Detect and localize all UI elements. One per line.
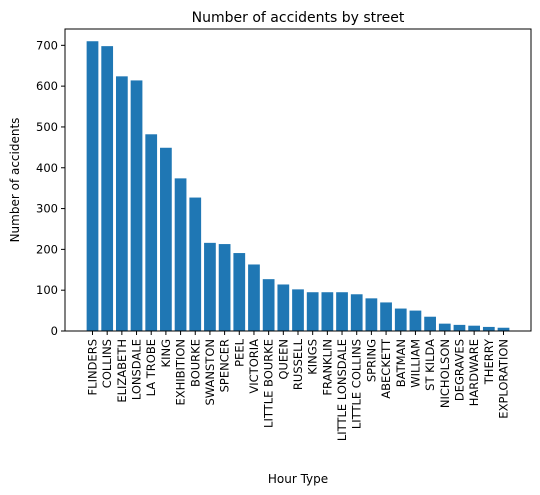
bar-little-collins [350, 294, 363, 331]
x-tick-label: LITTLE LONSDALE [335, 339, 349, 441]
y-tick-label: 100 [36, 283, 58, 297]
x-tick-label: KING [159, 339, 173, 367]
y-tick-label: 0 [51, 324, 58, 338]
x-tick-label: SWANSTON [203, 339, 217, 406]
bar-collins [101, 46, 114, 331]
x-tick-label: PEEL [232, 338, 246, 366]
x-tick-label: RUSSELL [291, 338, 305, 390]
x-tick-label: SPENCER [218, 339, 232, 392]
bar-therry [482, 326, 495, 331]
bar-spring [365, 298, 378, 331]
plot-frame [64, 28, 532, 332]
x-tick-label: ELIZABETH [115, 339, 129, 403]
bar-little-bourke [262, 279, 275, 331]
bar-la-trobe [145, 134, 158, 331]
x-tick-label: COLLINS [100, 339, 114, 388]
x-axis: FLINDERS COLLINS ELIZABETH LONSDALE LA TROBE… [86, 331, 511, 441]
bar-nicholson [438, 323, 451, 331]
y-axis-label: Number of accidents [8, 118, 22, 243]
bar-william [409, 310, 422, 331]
bar-russell [292, 289, 304, 331]
bar-abeckett [380, 302, 392, 331]
x-tick-label: BATMAN [394, 339, 408, 387]
x-tick-label: LONSDALE [130, 339, 144, 400]
y-tick-label: 700 [36, 38, 58, 52]
bar-bourke [189, 197, 202, 331]
bar-hardware [468, 325, 481, 331]
y-tick-label: 600 [36, 79, 58, 93]
bar-king [160, 147, 172, 331]
bars-group [86, 41, 510, 332]
x-tick-label: NICHOLSON [438, 339, 452, 408]
bar-victoria [248, 264, 260, 331]
bar-flinders [86, 41, 99, 332]
x-tick-label: LITTLE BOURKE [262, 339, 276, 428]
x-tick-label: FRANKLIN [320, 339, 334, 396]
bar-elizabeth [115, 76, 128, 331]
x-tick-label: HARDWARE [467, 339, 481, 406]
x-tick-label: VICTORIA [247, 339, 261, 394]
y-tick-label: 200 [36, 242, 58, 256]
bar-exploration [497, 327, 510, 331]
x-tick-label: EXPLORATION [497, 339, 511, 419]
y-axis: 0 100 200 300 400 500 600 700 [36, 38, 65, 338]
x-tick-label: LITTLE COLLINS [350, 339, 364, 429]
chart-title: Number of accidents by street [192, 10, 405, 26]
bar-st-kilda [424, 316, 436, 331]
x-tick-label: BOURKE [188, 339, 202, 387]
bar-spencer [218, 244, 231, 331]
x-tick-label: EXHIBITION [174, 339, 188, 406]
x-tick-label: DEGRAVES [452, 339, 466, 401]
bar-peel [233, 253, 246, 331]
bar-swanston [204, 242, 216, 331]
bar-batman [394, 308, 407, 331]
bar-kings [306, 292, 319, 331]
x-tick-label: QUEEN [276, 339, 290, 380]
x-tick-label: ST KILDA [423, 339, 437, 391]
x-tick-label: THERRY [482, 338, 496, 385]
y-tick-label: 400 [36, 161, 58, 175]
x-tick-label: LA TROBE [144, 339, 158, 396]
x-tick-label: SPRING [364, 339, 378, 382]
x-tick-label: FLINDERS [86, 339, 100, 395]
bar-little-lonsdale [336, 292, 348, 331]
y-tick-label: 300 [36, 202, 58, 216]
bar-degraves [453, 324, 466, 331]
x-tick-label: WILLIAM [408, 339, 422, 388]
x-tick-label: ABECKETT [379, 338, 393, 399]
x-axis-label: Hour Type [268, 472, 328, 486]
bar-queen [277, 284, 290, 331]
bar-exhibition [174, 178, 187, 331]
bar-franklin [321, 292, 334, 331]
y-tick-label: 500 [36, 120, 58, 134]
bar-lonsdale [130, 80, 143, 331]
x-tick-label: KINGS [306, 339, 320, 375]
